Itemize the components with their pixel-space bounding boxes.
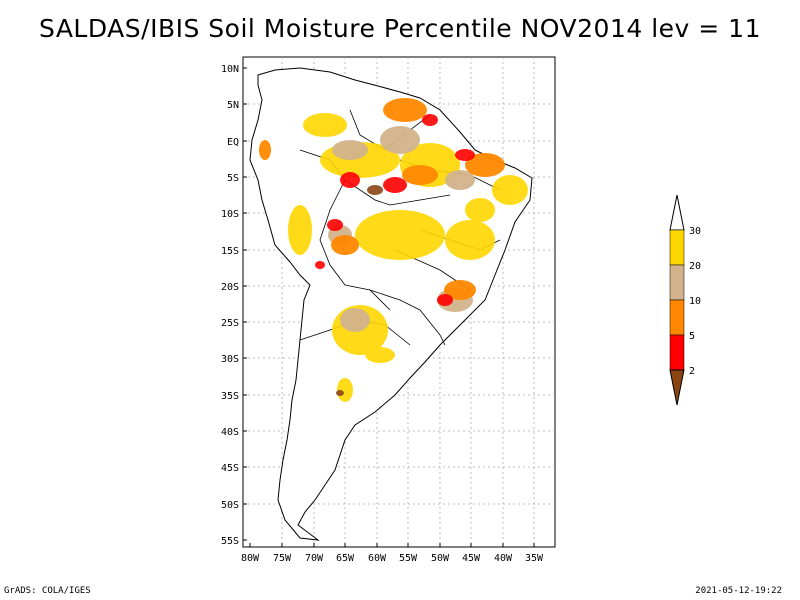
lat-label: 30S <box>221 354 239 365</box>
lat-tick-marks <box>243 67 247 541</box>
chart-title: SALDAS/IBIS Soil Moisture Percentile NOV… <box>39 14 761 43</box>
lat-label: 5S <box>227 173 239 184</box>
lon-label: 50W <box>431 553 450 564</box>
shading-below-2 <box>336 185 383 396</box>
lat-label: 5N <box>227 100 239 111</box>
lat-label: 10S <box>221 209 239 220</box>
footer-timestamp: 2021-05-12-19:22 <box>695 586 782 596</box>
lat-label: 35S <box>221 391 239 402</box>
lon-label: 60W <box>368 553 387 564</box>
lon-tick-marks <box>249 543 535 547</box>
lon-label: 35W <box>525 553 544 564</box>
colorbar-segment-20-30 <box>669 229 685 266</box>
lat-label: 55S <box>221 536 239 547</box>
lat-label: EQ <box>227 137 239 148</box>
colorbar-label: 10 <box>689 296 701 307</box>
lon-label: 70W <box>305 553 324 564</box>
colorbar-label: 20 <box>689 261 701 272</box>
lat-label: 25S <box>221 318 239 329</box>
colorbar-top-arrow <box>669 194 685 231</box>
colorbar-label: 2 <box>689 366 695 377</box>
lon-label: 55W <box>399 553 418 564</box>
colorbar-legend: 2 5 10 20 30 <box>669 194 701 406</box>
lat-label: 40S <box>221 427 239 438</box>
lat-label: 20S <box>221 282 239 293</box>
shading-5-10 <box>259 98 505 300</box>
footer-credit: GrADS: COLA/IGES <box>4 586 91 596</box>
colorbar-segment-2-5 <box>669 334 685 371</box>
lat-label: 10N <box>221 64 239 75</box>
lat-label: 15S <box>221 246 239 257</box>
colorbar-segment-10-20 <box>669 264 685 301</box>
percentile-shading <box>259 98 528 402</box>
shading-2-5 <box>315 114 475 306</box>
lat-labels: 10N 5N EQ 5S 10S 15S 20S 25S 30S 35S 40S… <box>221 64 239 547</box>
lon-label: 65W <box>336 553 355 564</box>
lon-label: 40W <box>494 553 513 564</box>
colorbar-label: 30 <box>689 226 701 237</box>
lon-labels: 80W 75W 70W 65W 60W 55W 50W 45W 40W 35W <box>241 553 544 564</box>
lat-label: 50S <box>221 500 239 511</box>
lon-label: 45W <box>462 553 481 564</box>
colorbar-label: 5 <box>689 331 695 342</box>
colorbar-segment-5-10 <box>669 299 685 336</box>
lat-label: 45S <box>221 463 239 474</box>
lon-label: 75W <box>273 553 292 564</box>
colorbar-bottom-arrow <box>669 369 685 406</box>
lon-label: 80W <box>241 553 260 564</box>
